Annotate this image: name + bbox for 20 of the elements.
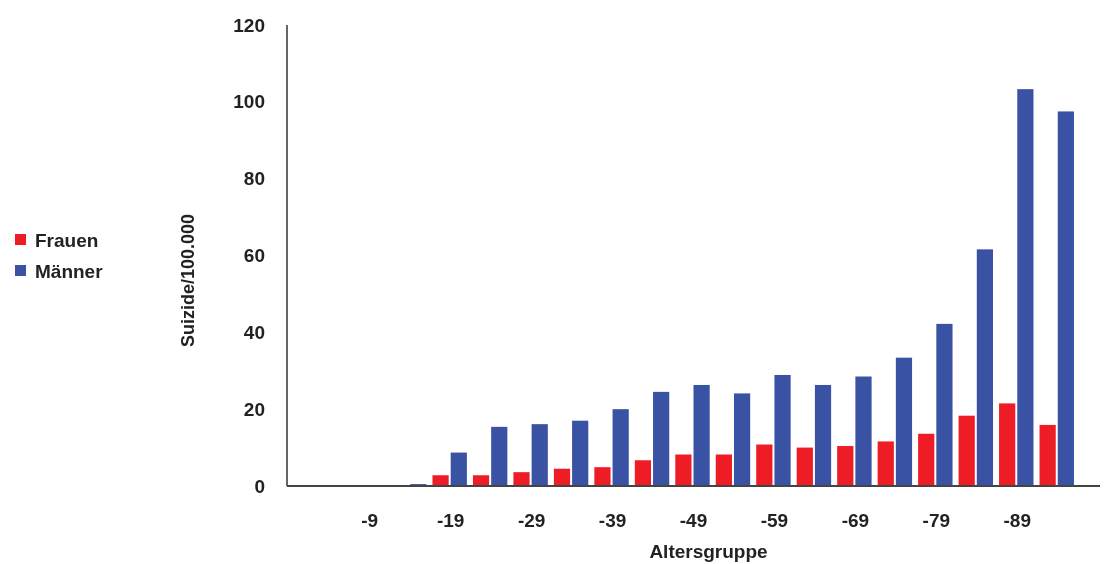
x-tick-label: -69 (841, 510, 870, 531)
y-tick-label: 80 (243, 168, 265, 190)
y-tick-label: 20 (243, 398, 265, 420)
x-tick-label: -59 (760, 510, 789, 531)
x-tick-label: -49 (679, 510, 708, 531)
y-tick-label: 100 (233, 91, 265, 113)
legend-label: Männer (35, 260, 104, 282)
legend-label: Frauen (35, 229, 99, 251)
x-tick-label: -29 (517, 510, 546, 531)
x-axis-title: Altersgruppe (649, 541, 768, 562)
y-tick-label: 60 (243, 245, 265, 267)
y-tick-label: 40 (243, 321, 265, 343)
x-tick-label: -19 (436, 510, 465, 531)
y-axis-title: Suizide/100.000 (178, 213, 198, 348)
x-tick-label: -9 (361, 510, 379, 531)
x-tick-label: -89 (1003, 510, 1031, 531)
x-tick-label: -39 (598, 510, 627, 531)
y-tick-label: 0 (254, 475, 265, 497)
y-tick-label: 120 (233, 14, 265, 36)
x-tick-label: -79 (922, 510, 951, 531)
